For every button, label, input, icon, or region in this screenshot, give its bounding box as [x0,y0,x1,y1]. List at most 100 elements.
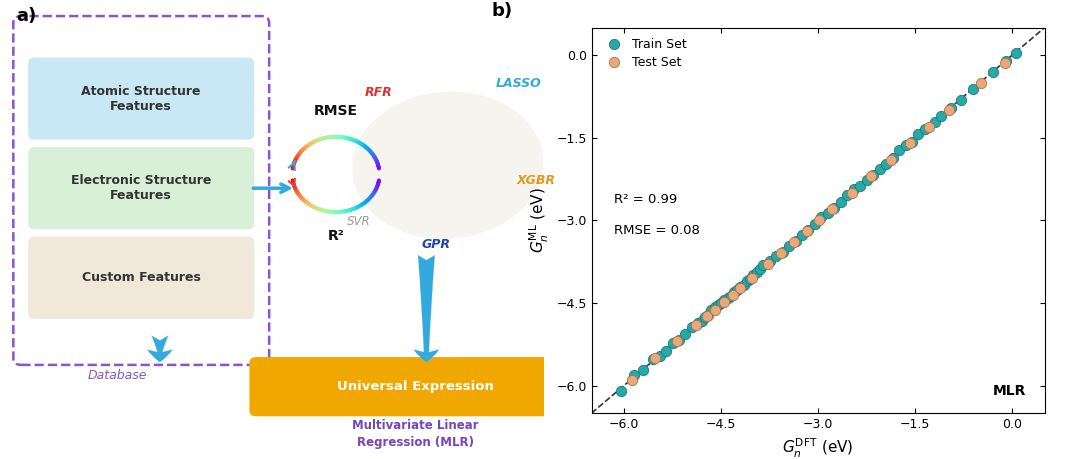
Text: SVR: SVR [346,215,370,228]
Train Set [696,313,713,321]
Test Set [744,274,761,282]
Text: b): b) [491,2,513,20]
Test Set [668,338,685,345]
Train Set [1007,50,1024,57]
Train Set [755,261,772,269]
Test Set [940,106,957,114]
Text: LASSO: LASSO [496,77,542,90]
Train Set [732,283,749,291]
Train Set [917,125,934,133]
Test Set [772,250,789,257]
Test Set [883,156,900,163]
Train Set [690,319,707,327]
Train Set [635,366,652,374]
Test Set [824,206,841,213]
Train Set [745,271,762,279]
Train Set [736,281,753,288]
Train Set [658,347,675,354]
FancyBboxPatch shape [249,357,582,416]
Text: Custom Features: Custom Features [82,271,200,284]
Train Set [890,147,907,154]
Train Set [800,226,817,233]
Train Set [748,269,765,276]
Test Set [646,354,663,362]
Train Set [984,68,1001,76]
Text: RMSE: RMSE [313,103,358,118]
Train Set [702,307,720,314]
Text: RFR: RFR [366,86,393,100]
Test Set [843,189,860,196]
Train Set [780,242,797,250]
Train Set [742,275,759,282]
Train Set [787,237,804,244]
Train Set [839,191,856,199]
Train Set [952,96,969,103]
Legend: Train Set, Test Set: Train Set, Test Set [598,34,690,72]
Train Set [612,387,629,395]
Train Set [726,289,743,296]
Train Set [871,165,888,173]
Ellipse shape [352,91,544,239]
Train Set [723,292,740,299]
Train Set [645,355,662,363]
Train Set [761,257,778,265]
Test Set [624,376,641,384]
Train Set [833,198,850,206]
Test Set [811,217,828,224]
Text: RMSE = 0.08: RMSE = 0.08 [614,224,700,237]
Train Set [709,302,726,309]
Train Set [813,213,830,221]
Train Set [715,296,732,303]
Train Set [926,118,943,125]
Train Set [664,340,681,347]
Text: MLR: MLR [994,384,1027,397]
Train Set [774,248,791,255]
Test Set [715,298,732,306]
Test Set [724,291,741,298]
Train Set [933,112,950,120]
Text: Database: Database [87,369,147,382]
Test Set [785,239,802,246]
Test Set [902,140,919,147]
Text: XGBR: XGBR [517,174,556,187]
Test Set [698,313,715,320]
Train Set [877,160,894,167]
Train Set [739,278,756,285]
Text: a): a) [16,7,36,25]
Train Set [625,371,642,378]
Train Set [998,57,1015,65]
Train Set [752,266,769,273]
Train Set [768,252,785,259]
Y-axis label: $G_n^{\mathrm{ML}}$ (eV): $G_n^{\mathrm{ML}}$ (eV) [528,187,551,253]
Train Set [671,336,688,343]
Text: GPR: GPR [421,238,450,251]
Text: R² = 0.99: R² = 0.99 [614,193,678,207]
Test Set [996,60,1013,67]
Train Set [826,204,843,211]
Train Set [729,286,746,293]
Text: Multivariate Linear
Regression (MLR): Multivariate Linear Regression (MLR) [353,419,479,448]
Train Set [884,154,901,162]
Train Set [683,323,700,330]
Test Set [921,123,938,130]
Train Set [965,85,982,92]
Train Set [712,300,729,307]
Train Set [852,182,869,189]
Text: Electronic Structure
Features: Electronic Structure Features [71,174,211,202]
Train Set [845,186,862,193]
FancyBboxPatch shape [29,57,255,140]
Train Set [699,311,716,318]
Train Set [904,138,921,145]
Text: R²: R² [327,230,344,244]
Train Set [806,220,823,227]
Train Set [865,171,882,178]
Train Set [793,231,810,239]
Test Set [798,228,815,235]
Test Set [862,173,879,180]
Train Set [897,142,914,149]
Train Set [858,176,875,184]
Test Set [706,306,723,313]
Text: Universal Expression: Universal Expression [337,380,495,393]
Train Set [706,303,723,310]
Test Set [732,284,749,291]
